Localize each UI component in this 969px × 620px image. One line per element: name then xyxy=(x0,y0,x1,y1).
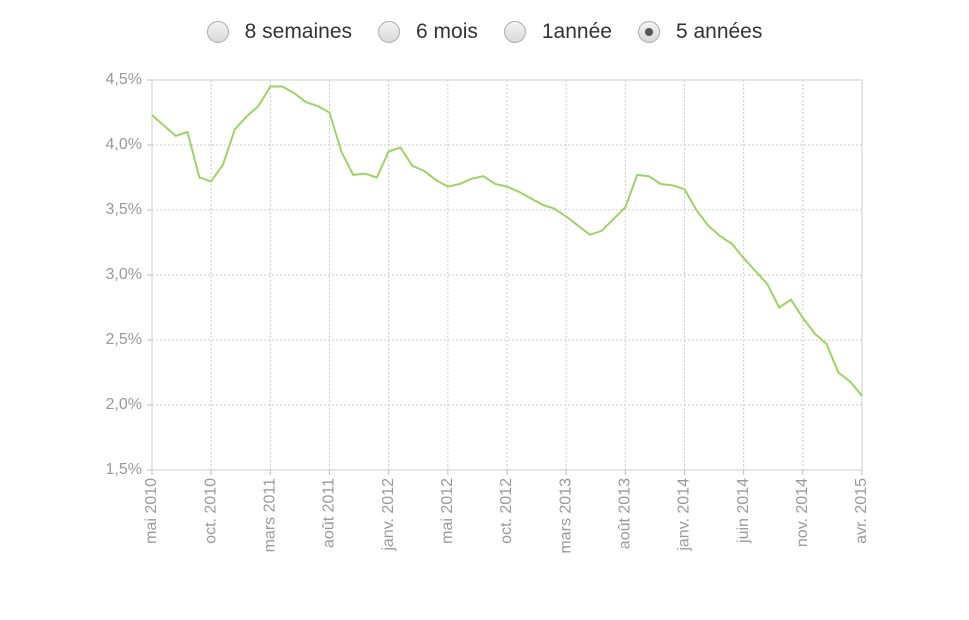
radio-button[interactable] xyxy=(503,21,526,43)
radio-option[interactable]: 5 années xyxy=(637,20,763,44)
x-tick-label: janv. 2012 xyxy=(380,478,397,552)
radio-button[interactable] xyxy=(378,21,401,43)
x-tick-label: mai 2012 xyxy=(439,478,456,544)
range-selector: 8 semaines 6 mois 1année 5 années xyxy=(0,20,969,44)
plot-border xyxy=(151,79,863,471)
radio-label[interactable]: 6 mois xyxy=(416,20,478,43)
y-tick-label: 2,5% xyxy=(106,331,142,348)
x-tick-label: mars 2013 xyxy=(557,478,574,554)
x-tick-label: mai 2010 xyxy=(143,478,160,544)
radio-button[interactable] xyxy=(637,21,660,43)
radio-button[interactable] xyxy=(206,21,229,43)
y-tick-label: 3,0% xyxy=(106,266,142,283)
radio-option[interactable]: 6 mois xyxy=(378,20,478,44)
y-tick-label: 4,5% xyxy=(106,71,142,88)
radio-label[interactable]: 8 semaines xyxy=(244,20,353,43)
x-tick-label: août 2013 xyxy=(617,478,634,549)
x-tick-label: mars 2011 xyxy=(262,478,279,553)
radio-label[interactable]: 5 années xyxy=(675,20,763,43)
radio-label[interactable]: 1année xyxy=(541,20,612,43)
y-tick-label: 4,0% xyxy=(106,136,142,153)
x-tick-label: janv. 2014 xyxy=(676,478,693,552)
line-series xyxy=(151,85,863,397)
x-tick-label: oct. 2012 xyxy=(498,478,515,544)
radio-option[interactable]: 8 semaines xyxy=(206,20,353,44)
x-tick-label: nov. 2014 xyxy=(794,478,811,547)
y-tick-label: 2,0% xyxy=(106,396,142,413)
x-tick-label: oct. 2010 xyxy=(202,478,219,544)
x-tick-label: juin 2014 xyxy=(735,478,752,544)
x-tick-label: août 2011 xyxy=(321,478,338,548)
y-tick-label: 3,5% xyxy=(106,201,142,218)
x-tick-label: avr. 2015 xyxy=(853,478,870,544)
y-tick-label: 1,5% xyxy=(106,461,142,478)
radio-option[interactable]: 1année xyxy=(503,20,612,44)
